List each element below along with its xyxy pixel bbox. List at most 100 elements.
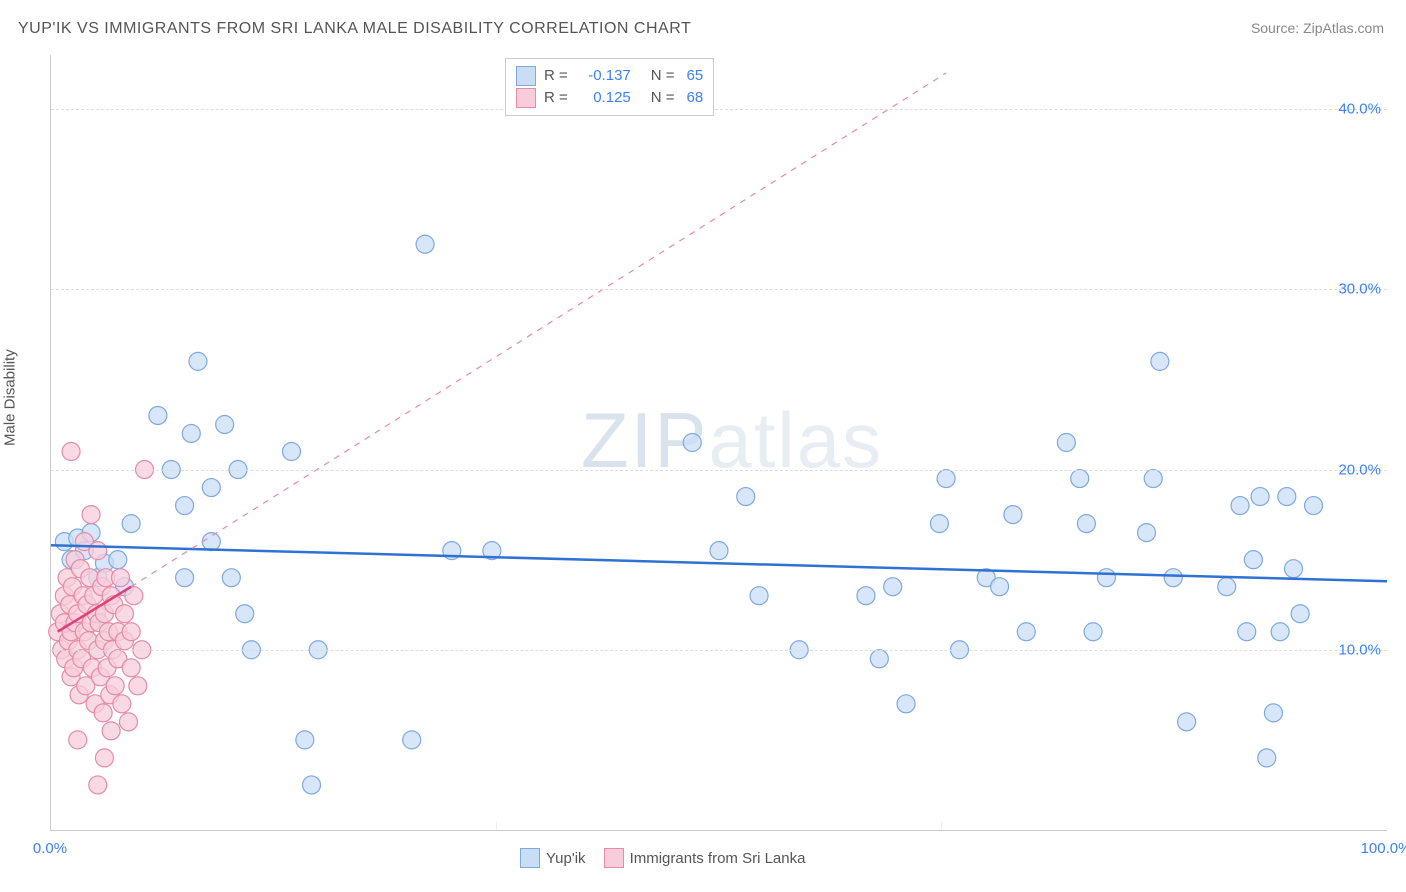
gridline-horizontal bbox=[51, 470, 1387, 471]
x-tick-label: 100.0% bbox=[1361, 840, 1406, 857]
gridline-horizontal bbox=[51, 109, 1387, 110]
data-point bbox=[1291, 605, 1309, 623]
data-point bbox=[95, 749, 113, 767]
data-point bbox=[111, 569, 129, 587]
data-point bbox=[937, 470, 955, 488]
data-point bbox=[1305, 497, 1323, 515]
data-point bbox=[216, 415, 234, 433]
data-point bbox=[930, 515, 948, 533]
series-legend-label: Immigrants from Sri Lanka bbox=[630, 850, 806, 867]
data-point bbox=[122, 623, 140, 641]
data-point bbox=[1244, 551, 1262, 569]
data-point bbox=[1164, 569, 1182, 587]
correlation-legend: R = -0.137 N = 65 R = 0.125 N = 68 bbox=[505, 58, 714, 116]
x-tick bbox=[941, 822, 942, 830]
data-point bbox=[1264, 704, 1282, 722]
legend-n-value: 65 bbox=[687, 65, 704, 87]
x-tick bbox=[496, 822, 497, 830]
legend-swatch bbox=[516, 88, 536, 108]
legend-r-label: R = bbox=[544, 87, 568, 109]
series-legend-label: Yup'ik bbox=[546, 850, 586, 867]
data-point bbox=[1178, 713, 1196, 731]
legend-swatch bbox=[520, 848, 540, 868]
data-point bbox=[1071, 470, 1089, 488]
data-point bbox=[176, 497, 194, 515]
data-point bbox=[102, 722, 120, 740]
y-axis-title: Male Disability bbox=[2, 349, 19, 446]
y-tick-label: 10.0% bbox=[1338, 641, 1381, 658]
data-point bbox=[1151, 352, 1169, 370]
data-point bbox=[1097, 569, 1115, 587]
data-point bbox=[222, 569, 240, 587]
chart-title: YUP'IK VS IMMIGRANTS FROM SRI LANKA MALE… bbox=[18, 20, 691, 38]
data-point bbox=[991, 578, 1009, 596]
series-legend-item: Yup'ik bbox=[520, 848, 586, 868]
data-point bbox=[89, 776, 107, 794]
data-point bbox=[1084, 623, 1102, 641]
data-point bbox=[1017, 623, 1035, 641]
plot-area: ZIPatlas 10.0%20.0%30.0%40.0% bbox=[50, 55, 1387, 831]
data-point bbox=[149, 406, 167, 424]
data-point bbox=[1258, 749, 1276, 767]
data-point bbox=[122, 659, 140, 677]
data-point bbox=[1057, 434, 1075, 452]
data-point bbox=[109, 551, 127, 569]
data-point bbox=[857, 587, 875, 605]
data-point bbox=[282, 443, 300, 461]
legend-swatch bbox=[604, 848, 624, 868]
data-point bbox=[1284, 560, 1302, 578]
data-point bbox=[884, 578, 902, 596]
x-tick-label: 0.0% bbox=[33, 840, 67, 857]
legend-n-value: 68 bbox=[687, 87, 704, 109]
legend-swatch bbox=[516, 66, 536, 86]
data-point bbox=[115, 605, 133, 623]
legend-r-value: 0.125 bbox=[576, 87, 631, 109]
data-point bbox=[113, 695, 131, 713]
source-name: ZipAtlas.com bbox=[1303, 20, 1384, 36]
data-point bbox=[106, 677, 124, 695]
data-point bbox=[1231, 497, 1249, 515]
chart-svg bbox=[51, 55, 1387, 830]
data-point bbox=[403, 731, 421, 749]
data-point bbox=[236, 605, 254, 623]
data-point bbox=[303, 776, 321, 794]
data-point bbox=[1138, 524, 1156, 542]
gridline-horizontal bbox=[51, 650, 1387, 651]
data-point bbox=[1271, 623, 1289, 641]
data-point bbox=[176, 569, 194, 587]
y-tick-label: 20.0% bbox=[1338, 461, 1381, 478]
data-point bbox=[182, 424, 200, 442]
legend-r-value: -0.137 bbox=[576, 65, 631, 87]
data-point bbox=[189, 352, 207, 370]
data-point bbox=[89, 542, 107, 560]
legend-row: R = -0.137 N = 65 bbox=[516, 65, 703, 87]
legend-n-label: N = bbox=[651, 65, 675, 87]
data-point bbox=[62, 443, 80, 461]
data-point bbox=[870, 650, 888, 668]
data-point bbox=[202, 479, 220, 497]
data-point bbox=[1278, 488, 1296, 506]
data-point bbox=[1077, 515, 1095, 533]
data-point bbox=[1144, 470, 1162, 488]
data-point bbox=[122, 515, 140, 533]
data-point bbox=[416, 235, 434, 253]
data-point bbox=[82, 506, 100, 524]
data-point bbox=[1238, 623, 1256, 641]
data-point bbox=[94, 704, 112, 722]
data-point bbox=[737, 488, 755, 506]
legend-r-label: R = bbox=[544, 65, 568, 87]
legend-n-label: N = bbox=[651, 87, 675, 109]
legend-row: R = 0.125 N = 68 bbox=[516, 87, 703, 109]
data-point bbox=[69, 731, 87, 749]
data-point bbox=[750, 587, 768, 605]
y-tick-label: 30.0% bbox=[1338, 281, 1381, 298]
data-point bbox=[1218, 578, 1236, 596]
source-prefix: Source: bbox=[1251, 20, 1303, 36]
data-point bbox=[119, 713, 137, 731]
gridline-horizontal bbox=[51, 289, 1387, 290]
data-point bbox=[202, 533, 220, 551]
data-point bbox=[683, 434, 701, 452]
extrapolation-line bbox=[131, 73, 946, 587]
data-point bbox=[1251, 488, 1269, 506]
series-legend-item: Immigrants from Sri Lanka bbox=[604, 848, 806, 868]
